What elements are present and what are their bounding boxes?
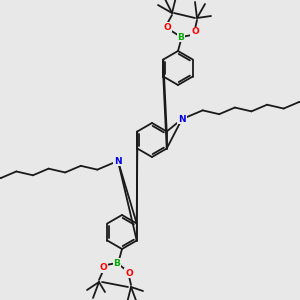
Text: N: N [114,157,122,166]
Text: O: O [125,268,133,278]
Text: N: N [178,115,186,124]
Text: O: O [99,263,107,272]
Text: O: O [191,28,199,37]
Text: B: B [114,259,120,268]
Text: B: B [178,32,184,41]
Text: O: O [163,22,171,32]
